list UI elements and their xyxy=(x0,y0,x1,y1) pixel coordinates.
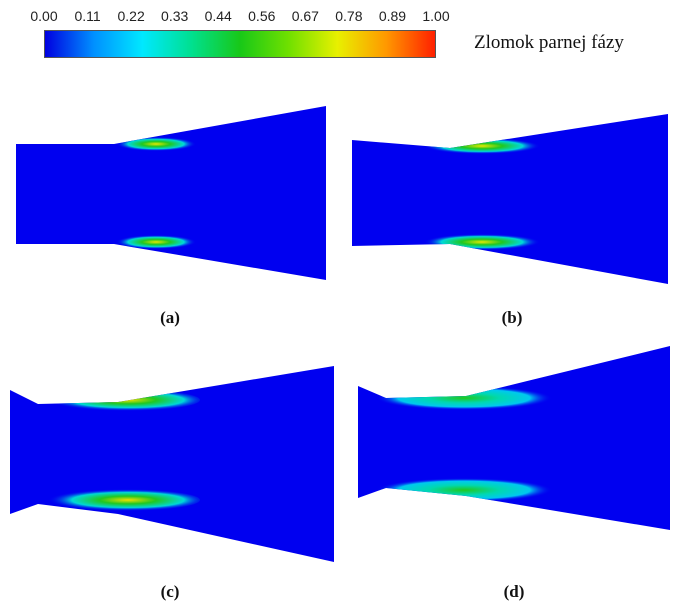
nozzle-body xyxy=(10,366,334,562)
vapor-region-bottom xyxy=(40,489,200,511)
colorbar-tick-label: 0.56 xyxy=(248,8,276,24)
panel-b xyxy=(350,106,670,286)
vapor-region-bottom xyxy=(424,234,540,250)
colorbar-tick-label: 0.00 xyxy=(30,8,58,24)
nozzle-contour-a xyxy=(16,106,326,280)
vapor-region-bottom xyxy=(376,478,552,502)
colorbar-tick-label: 0.11 xyxy=(74,8,101,24)
vapor-region-top xyxy=(116,137,196,151)
vapor-region-top xyxy=(376,386,552,410)
vapor-region-bottom xyxy=(116,235,196,249)
nozzle-body xyxy=(358,346,670,530)
nozzle-contour-c xyxy=(10,366,334,562)
panel-label-d: (d) xyxy=(503,582,525,601)
colorbar-tick-label: 0.67 xyxy=(291,8,319,24)
panel-d xyxy=(356,346,672,534)
nozzle-contour-b xyxy=(352,114,668,284)
colorbar-tick-label: 1.00 xyxy=(422,8,450,24)
nozzle-body xyxy=(16,106,326,280)
colorbar-tick-label: 0.78 xyxy=(335,8,363,24)
colorbar-tick-label: 0.89 xyxy=(378,8,407,24)
panel-label-b: (b) xyxy=(501,308,523,327)
colorbar-tick-label: 0.44 xyxy=(204,8,232,24)
colorbar-tick-labels: 0.00 0.11 0.22 0.33 0.44 0.56 0.67 0.78 0.89 1.00 xyxy=(30,8,449,26)
colorbar-tick-label: 0.22 xyxy=(117,8,145,24)
vapor-region-top xyxy=(40,389,200,411)
panel-label-a: (a) xyxy=(160,308,180,327)
vapor-region-top xyxy=(424,138,540,154)
panel-a xyxy=(14,106,330,286)
panel-label-c: (c) xyxy=(160,582,180,601)
nozzle-contour-d xyxy=(358,346,670,530)
panel-c xyxy=(8,356,336,568)
colorbar xyxy=(44,30,436,58)
colorbar-tick-label: 0.33 xyxy=(161,8,189,24)
colorbar-title: Zlomok parnej fázy xyxy=(474,32,624,53)
